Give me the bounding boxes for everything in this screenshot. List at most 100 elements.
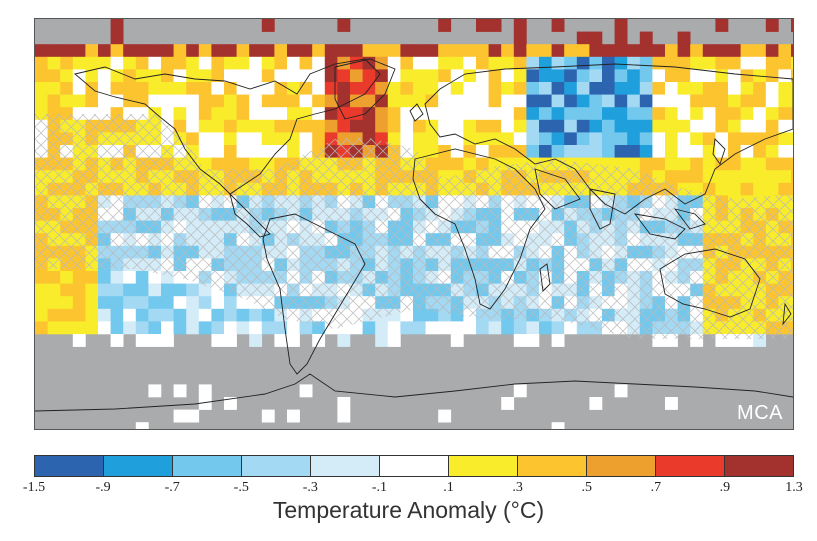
anomaly-cell xyxy=(173,44,187,58)
anomaly-cell xyxy=(715,94,729,108)
anomaly-cell xyxy=(161,82,174,95)
anomaly-cell xyxy=(450,119,464,133)
anomaly-cell xyxy=(236,69,250,83)
anomaly-cell xyxy=(765,182,779,196)
anomaly-cell xyxy=(463,82,477,95)
anomaly-cell xyxy=(198,94,212,108)
anomaly-cell xyxy=(690,145,704,158)
anomaly-cell xyxy=(47,271,61,284)
anomaly-cell xyxy=(450,334,464,347)
anomaly-cell xyxy=(753,119,767,133)
anomaly-cell xyxy=(98,44,111,58)
anomaly-cell xyxy=(677,82,691,95)
anomaly-cell xyxy=(652,82,666,95)
anomaly-cell xyxy=(198,145,212,158)
anomaly-cell xyxy=(728,132,741,146)
anomaly-cell xyxy=(362,107,376,121)
anomaly-cell xyxy=(665,145,678,158)
anomaly-cell xyxy=(702,145,716,158)
anomaly-cell xyxy=(110,334,124,347)
anomaly-cell xyxy=(576,94,590,108)
anomaly-cell xyxy=(236,308,250,322)
anomaly-cell xyxy=(589,44,603,58)
anomaly-cell xyxy=(198,283,212,297)
anomaly-cell xyxy=(690,44,704,58)
anomaly-cell xyxy=(476,82,489,95)
anomaly-cell xyxy=(602,119,615,133)
anomaly-cell xyxy=(765,94,779,108)
anomaly-cell xyxy=(690,119,704,133)
anomaly-cell xyxy=(161,334,174,347)
anomaly-cell xyxy=(211,56,225,70)
anomaly-cell xyxy=(740,145,754,158)
anomaly-cell xyxy=(740,170,754,184)
anomaly-cell xyxy=(287,94,300,108)
anomaly-cell xyxy=(488,119,502,133)
anomaly-cell xyxy=(425,69,439,83)
anomaly-cell xyxy=(85,321,99,335)
anomaly-cell xyxy=(765,157,779,171)
anomaly-cell xyxy=(249,82,263,95)
anomaly-cell xyxy=(337,94,351,108)
anomaly-cell xyxy=(98,56,111,70)
anomaly-cell xyxy=(576,56,590,70)
anomaly-cell xyxy=(72,82,86,95)
anomaly-cell xyxy=(526,56,540,70)
anomaly-cell xyxy=(665,157,678,171)
anomaly-cell xyxy=(450,56,464,70)
anomaly-cell xyxy=(198,308,212,322)
anomaly-cell xyxy=(450,157,464,171)
anomaly-cell xyxy=(614,384,628,398)
colorbar-title: Temperature Anomaly (°C) xyxy=(272,497,545,523)
anomaly-cell xyxy=(287,56,300,70)
anomaly-cell xyxy=(110,19,124,32)
anomaly-cell xyxy=(135,321,149,335)
anomaly-cell xyxy=(551,56,565,70)
anomaly-cell xyxy=(665,82,678,95)
anomaly-cell xyxy=(690,94,704,108)
anomaly-cell xyxy=(261,44,275,58)
anomaly-cell xyxy=(350,94,363,108)
anomaly-cell xyxy=(740,132,754,146)
anomaly-cell xyxy=(161,283,174,297)
anomaly-cell xyxy=(564,94,578,108)
panel-label-mca: MCA xyxy=(737,402,783,424)
anomaly-cell xyxy=(135,422,149,429)
anomaly-cell xyxy=(236,321,250,335)
anomaly-cell xyxy=(702,170,716,184)
anomaly-cell xyxy=(639,82,653,95)
anomaly-cell xyxy=(778,119,792,133)
anomaly-cell xyxy=(249,107,263,121)
anomaly-cell xyxy=(438,157,452,171)
anomaly-cell xyxy=(551,145,565,158)
anomaly-cell xyxy=(602,145,615,158)
anomaly-cell xyxy=(60,321,74,335)
anomaly-cell xyxy=(324,82,338,95)
anomaly-cell xyxy=(753,132,767,146)
anomaly-cell xyxy=(211,334,225,347)
anomaly-cell xyxy=(438,69,452,83)
anomaly-cell xyxy=(627,145,641,158)
anomaly-cell xyxy=(665,132,678,146)
anomaly-cell xyxy=(715,19,729,32)
anomaly-cell xyxy=(249,308,263,322)
anomaly-cell xyxy=(702,82,716,95)
anomaly-cell xyxy=(450,145,464,158)
anomaly-cell xyxy=(287,119,300,133)
anomaly-cell xyxy=(312,44,326,58)
anomaly-cell xyxy=(589,119,603,133)
anomaly-cell xyxy=(173,69,187,83)
anomaly-cell xyxy=(765,69,779,83)
anomaly-cell xyxy=(299,44,313,58)
anomaly-cell xyxy=(198,119,212,133)
anomaly-cell xyxy=(652,44,666,58)
anomaly-cell xyxy=(728,94,741,108)
anomaly-cell xyxy=(438,132,452,146)
anomaly-cell xyxy=(287,321,300,335)
anomaly-cell xyxy=(639,107,653,121)
anomaly-cell xyxy=(261,321,275,335)
anomaly-cell xyxy=(110,308,124,322)
anomaly-cell xyxy=(413,321,426,335)
anomaly-cell xyxy=(47,82,61,95)
anomaly-cell xyxy=(173,94,187,108)
